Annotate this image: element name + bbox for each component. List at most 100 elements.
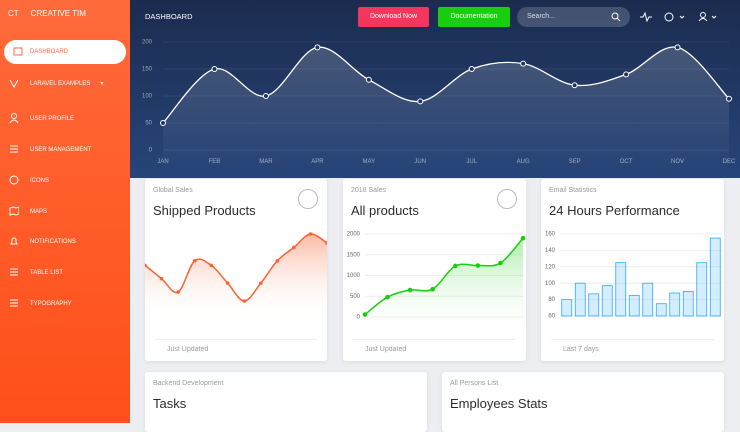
- line: [162, 46, 730, 124]
- bar: [601, 285, 613, 317]
- logo-mark: CT: [8, 9, 19, 18]
- icon: [9, 79, 19, 88]
- point: [209, 263, 213, 268]
- icon: [9, 206, 19, 216]
- bar: [561, 299, 573, 317]
- navbar-icons[interactable]: [636, 7, 736, 27]
- icon: [10, 268, 18, 276]
- bar: [642, 282, 654, 317]
- nav-item[interactable]: USER PROFILE: [0, 107, 122, 131]
- point: [430, 286, 436, 292]
- point: [262, 93, 269, 99]
- card: 60 80 100 120 140 160 Email Statistics 24 Hou…: [541, 179, 724, 361]
- card-footer: Just Updated: [353, 339, 516, 353]
- point: [211, 66, 218, 72]
- nav-label: DASHBOARD: [30, 49, 69, 55]
- search-placeholder: Search...: [527, 13, 556, 20]
- point: [726, 95, 732, 102]
- card-chart: 60 80 100 120 140 160: [545, 232, 722, 320]
- bar: [709, 237, 721, 317]
- point: [145, 263, 147, 268]
- nav-item[interactable]: ICONS: [0, 169, 122, 193]
- icon: [9, 175, 19, 185]
- point: [571, 82, 578, 89]
- point: [242, 299, 247, 303]
- point: [468, 66, 475, 72]
- nav-item[interactable]: LARAVEL EXAMPLES ▾: [0, 72, 122, 96]
- card-title: Shipped Products: [153, 203, 256, 218]
- x-tick-label: APR: [311, 159, 324, 165]
- point: [192, 259, 197, 263]
- card-category: All Persons List: [450, 380, 499, 387]
- y-tick-label: 140: [545, 248, 556, 254]
- card-footer: Just Updated: [155, 339, 317, 353]
- nav-item[interactable]: DASHBOARD: [4, 40, 126, 64]
- nav-item[interactable]: USER MANAGEMENT: [0, 138, 122, 162]
- nav-label: USER MANAGEMENT: [30, 147, 92, 153]
- footer-text: Last 7 days: [563, 346, 599, 353]
- x-tick-label: SEP: [569, 159, 581, 165]
- x-tick-label: JUL: [466, 159, 477, 165]
- card-title: 24 Hours Performance: [549, 203, 680, 218]
- bar: [588, 293, 600, 317]
- y-tick-label: 80: [548, 297, 555, 303]
- x-tick-label: DEC: [723, 159, 736, 165]
- nav-item[interactable]: TABLE LIST: [0, 261, 122, 285]
- nav-label: NOTIFICATIONS: [30, 239, 76, 245]
- navbar-title: DASHBOARD: [145, 12, 193, 21]
- nav-label: TABLE LIST: [30, 270, 63, 276]
- area-fill: [163, 46, 729, 170]
- bar: [669, 292, 681, 317]
- card-category: Backend Development: [153, 380, 224, 387]
- y-tick-label: 200: [142, 40, 153, 46]
- bar: [682, 291, 694, 317]
- footer-text: Just Updated: [167, 346, 209, 353]
- card-chart: 0 500 1000 1500 2000: [347, 232, 526, 337]
- point: [275, 259, 280, 263]
- y-tick-label: 0: [357, 315, 361, 321]
- card-category: 2018 Sales: [351, 187, 387, 194]
- card-category: Global Sales: [153, 187, 193, 194]
- nav-item[interactable]: NOTIFICATIONS: [0, 230, 122, 254]
- footer-text: Just Updated: [365, 346, 407, 353]
- nav-label: ICONS: [30, 178, 50, 184]
- bar: [574, 282, 586, 317]
- point: [407, 287, 413, 293]
- icon: [10, 145, 18, 153]
- nav-label: LARAVEL EXAMPLES: [30, 81, 91, 87]
- bar: [696, 262, 708, 317]
- card-title: Tasks: [153, 396, 187, 411]
- y-tick-label: 0: [149, 148, 153, 154]
- point: [292, 245, 296, 250]
- point: [160, 120, 166, 126]
- point: [498, 260, 503, 266]
- search-box[interactable]: Search...: [517, 7, 630, 27]
- x-tick-label: OCT: [620, 159, 633, 165]
- point: [452, 263, 458, 269]
- x-tick-label: AUG: [517, 159, 530, 165]
- sidebar: CT CREATIVE TIM DASHBOARD LARAVEL EXAMPLE…: [0, 0, 130, 423]
- card-category: Email Statistics: [549, 187, 597, 194]
- settings-button[interactable]: [497, 189, 517, 209]
- nav-item[interactable]: MAPS: [0, 200, 122, 224]
- nav-item[interactable]: TYPOGRAPHY: [0, 292, 122, 316]
- point: [308, 232, 313, 236]
- point: [674, 44, 681, 51]
- area-fill: [365, 238, 523, 337]
- x-tick-label: FEB: [209, 159, 221, 165]
- card-title: All products: [351, 203, 419, 218]
- button[interactable]: Documentation: [438, 7, 510, 27]
- settings-button[interactable]: [298, 189, 318, 209]
- y-tick-label: 1500: [347, 252, 361, 258]
- point: [259, 281, 263, 285]
- y-tick-label: 100: [142, 94, 153, 100]
- point: [314, 44, 321, 51]
- point: [385, 294, 390, 300]
- search-icon: [611, 12, 621, 22]
- button[interactable]: Download Now: [358, 7, 429, 27]
- y-tick-label: 100: [545, 281, 556, 287]
- point: [365, 76, 372, 83]
- icon: [9, 113, 19, 123]
- point: [362, 312, 368, 317]
